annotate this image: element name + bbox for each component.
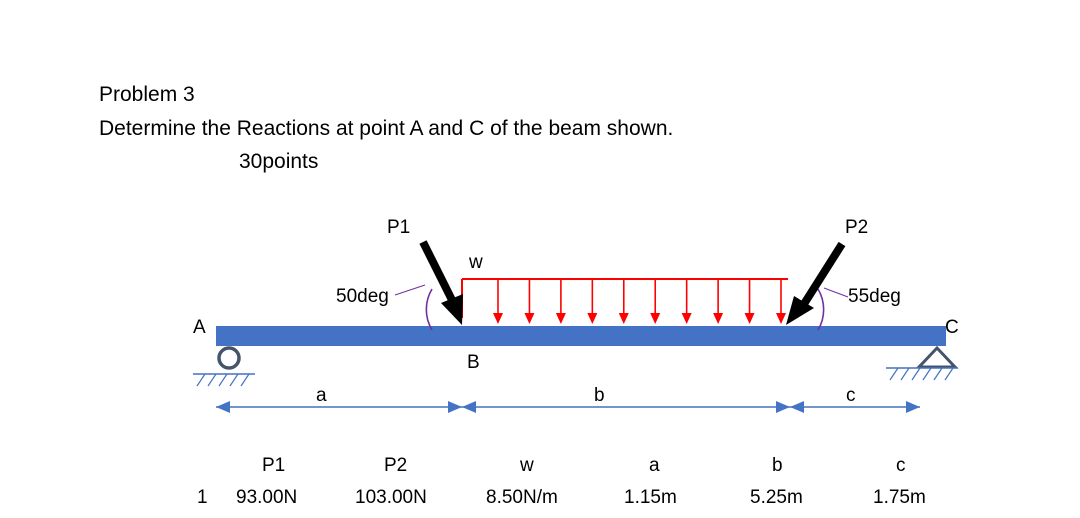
label-point-c: C	[945, 317, 959, 338]
dimension-line-a	[216, 401, 462, 413]
label-point-a: A	[193, 317, 206, 338]
pin-support-c	[886, 345, 959, 381]
problem-question: Determine the Reactions at point A and C…	[99, 117, 674, 140]
distributed-load-arrow-head	[650, 313, 661, 324]
distributed-load-arrow-head	[744, 313, 755, 324]
table-cell-a: 1.15m	[624, 487, 677, 508]
label-angle-p2: 55deg	[848, 286, 901, 307]
label-dim-c: c	[846, 385, 856, 406]
angle-arc-p2	[817, 288, 825, 331]
table-cell-c: 1.75m	[873, 487, 926, 508]
distributed-load	[461, 278, 788, 324]
table-cell-w: 8.50N/m	[486, 487, 558, 508]
distributed-load-arrow-head	[618, 313, 629, 324]
table-cell-p2: 103.00N	[355, 487, 427, 508]
table-row-index: 1	[197, 487, 208, 508]
table-header-c: c	[896, 455, 906, 476]
label-point-b: B	[467, 352, 480, 373]
angle-arc-p1	[425, 288, 433, 331]
table-header-p1: P1	[262, 455, 286, 476]
problem-points: 30points	[239, 150, 319, 173]
distributed-load-arrow-head	[776, 313, 786, 324]
dimension-line-c	[790, 401, 920, 413]
label-p1: P1	[387, 217, 411, 238]
table-header-b: b	[772, 455, 783, 476]
table-header-a: a	[649, 455, 660, 476]
angle-leader-p1	[394, 284, 426, 296]
distributed-load-arrow-head	[524, 313, 535, 324]
label-w: w	[469, 252, 483, 273]
label-angle-p1: 50deg	[336, 286, 389, 307]
problem-title: Problem 3	[99, 83, 195, 106]
label-dim-a: a	[316, 385, 327, 406]
distributed-load-arrow-head	[587, 313, 598, 324]
distributed-load-arrow-head	[681, 313, 692, 324]
distributed-load-arrow-head	[493, 313, 503, 324]
label-p2: P2	[845, 217, 869, 238]
distributed-load-arrow-head	[555, 313, 566, 324]
label-dim-b: b	[594, 385, 605, 406]
angle-leader-p2	[823, 287, 849, 298]
table-cell-b: 5.25m	[750, 487, 803, 508]
distributed-load-arrow-head	[713, 313, 724, 324]
beam	[216, 326, 946, 346]
point-load-p2-arrow	[786, 241, 846, 325]
roller-support-a	[193, 346, 255, 387]
table-cell-p1: 93.00N	[236, 487, 298, 508]
table-header-w: w	[520, 455, 534, 476]
dimension-line-b	[462, 401, 790, 413]
point-load-p1-arrow	[419, 240, 463, 325]
table-header-p2: P2	[384, 455, 408, 476]
